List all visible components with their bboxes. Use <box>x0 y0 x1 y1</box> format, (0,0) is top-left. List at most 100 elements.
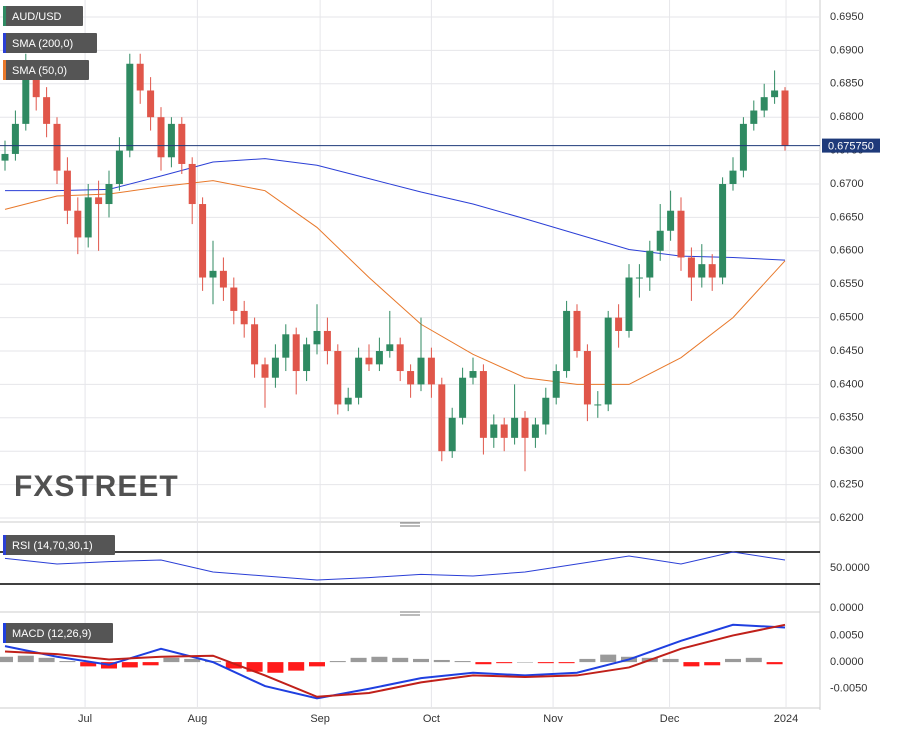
candle-body <box>219 270 227 288</box>
splitter[interactable] <box>400 611 420 616</box>
macd-histogram-bar <box>766 662 783 665</box>
candle-body <box>542 397 550 425</box>
candle-body <box>178 123 186 164</box>
candle-body <box>739 123 747 171</box>
candle-body <box>750 110 758 124</box>
x-tick-label: Nov <box>543 713 563 725</box>
y-tick-label: 0.0000 <box>830 656 864 668</box>
macd-line <box>4 623 786 700</box>
candle-body <box>136 63 144 91</box>
legend-swatch <box>3 60 6 80</box>
candle-body <box>417 357 425 385</box>
legend-label: MACD (12,26,9) <box>12 628 91 640</box>
y-tick-label: 0.0050 <box>830 629 864 641</box>
candle-body <box>1 153 9 161</box>
candle-body <box>147 90 155 118</box>
x-tick-label: 2024 <box>774 713 798 725</box>
candle-body <box>490 424 498 438</box>
macd-line <box>4 623 786 698</box>
last-price-box <box>822 138 880 153</box>
macd-histogram-bar <box>142 662 159 666</box>
candle-body <box>656 230 664 251</box>
candle-body <box>635 277 643 279</box>
candle-body <box>469 371 477 378</box>
x-tick-label: Aug <box>188 713 208 725</box>
macd-histogram-bar <box>225 662 242 669</box>
candle-body <box>615 317 623 331</box>
candle-body <box>396 344 404 372</box>
candle-body <box>115 150 123 184</box>
candle-body <box>552 371 560 398</box>
candle-body <box>74 210 82 238</box>
y-tick-label: 0.6300 <box>830 445 864 457</box>
candle-body <box>53 123 61 171</box>
sma-line <box>4 180 786 385</box>
candle-body <box>583 351 591 405</box>
y-tick-label: 0.6350 <box>830 412 864 424</box>
x-tick-label: Sep <box>310 713 330 725</box>
candle-body <box>240 310 248 325</box>
macd-histogram-bar <box>350 657 367 663</box>
candle-body <box>251 324 259 365</box>
candle-body <box>448 417 456 452</box>
candle-body <box>43 97 51 124</box>
candle-body <box>511 417 519 438</box>
macd-histogram-bar <box>537 662 554 664</box>
candle-body <box>687 257 695 278</box>
candle-body <box>355 357 363 398</box>
macd-histogram-bar <box>59 661 76 663</box>
candle-body <box>594 404 602 406</box>
splitter[interactable] <box>400 522 420 527</box>
sma-line <box>5 158 786 261</box>
macd-histogram-bar <box>454 661 471 663</box>
legend-box <box>3 623 113 643</box>
candle-body <box>459 377 467 418</box>
candle-body <box>84 197 92 238</box>
candle-body <box>646 250 654 278</box>
y-tick-label: 0.6850 <box>830 78 864 90</box>
candle-body <box>199 204 207 278</box>
candle-body <box>167 123 175 158</box>
macd-histogram-bar <box>246 662 263 672</box>
candle-body <box>63 170 71 211</box>
candle-body <box>271 357 279 378</box>
y-tick-label: 0.6450 <box>830 345 864 357</box>
legend-label: AUD/USD <box>12 11 62 23</box>
candle-body <box>105 184 113 205</box>
macd-histogram-bar <box>288 662 305 671</box>
candle-body <box>729 170 737 184</box>
macd-histogram-bar <box>433 659 450 663</box>
y-tick-label: 0.6700 <box>830 178 864 190</box>
candle-body <box>708 264 716 278</box>
legend-label: SMA (200,0) <box>12 38 73 50</box>
candle-body <box>313 330 321 345</box>
last-price-label: 0.675750 <box>828 140 874 152</box>
macd-histogram-bar <box>745 657 762 663</box>
candle-body <box>719 184 727 278</box>
legend-box <box>3 6 83 26</box>
legend-swatch <box>3 6 6 26</box>
macd-histogram-bar <box>184 658 201 663</box>
candle-body <box>386 344 394 351</box>
macd-histogram-bar <box>80 662 97 667</box>
candle-body <box>604 317 612 405</box>
candle-body <box>126 63 134 151</box>
macd-histogram-bar <box>17 655 34 663</box>
macd-histogram-bar <box>579 658 596 663</box>
candle-body <box>563 310 571 372</box>
y-tick-label: 0.6250 <box>830 479 864 491</box>
legend-box <box>3 535 115 555</box>
macd-histogram-bar <box>475 662 492 665</box>
y-tick-label: 0.0000 <box>830 602 864 614</box>
candle-body <box>625 277 633 331</box>
macd-histogram-bar <box>725 658 741 663</box>
x-tick-label: Oct <box>423 713 440 725</box>
legend-box <box>3 60 89 80</box>
candle-body <box>500 424 508 438</box>
candle-body <box>292 334 300 372</box>
y-tick-label: 0.6950 <box>830 11 864 23</box>
macd-histogram-bar <box>683 662 700 667</box>
candle-body <box>157 117 165 158</box>
candle-body <box>32 70 40 98</box>
candle-body <box>573 310 581 351</box>
